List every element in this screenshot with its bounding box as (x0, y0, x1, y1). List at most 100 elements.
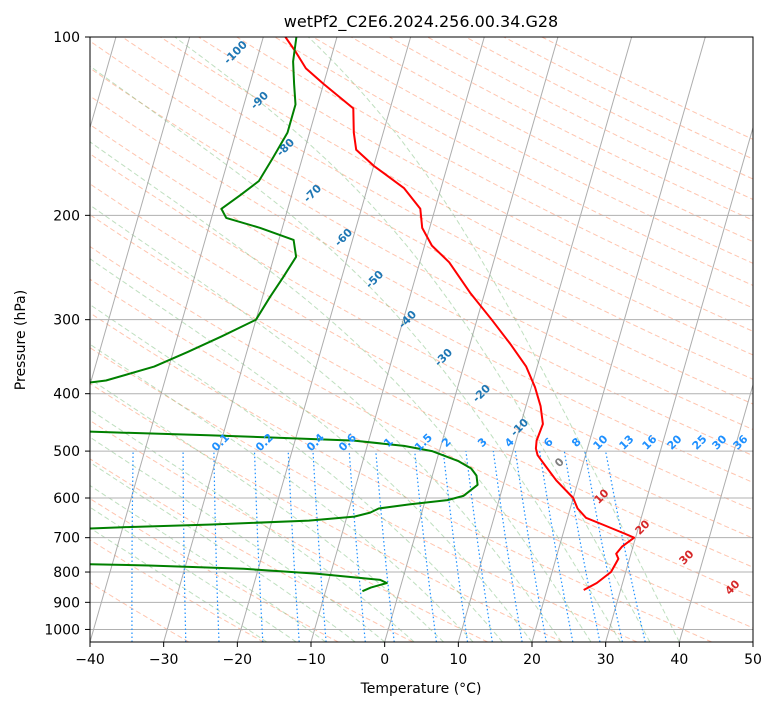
mixing-ratio-line (514, 451, 547, 642)
mixing-ratio-line (182, 451, 187, 642)
isotherm-line (752, 640, 753, 642)
y-axis-label: Pressure (hPa) (13, 290, 29, 390)
x-tick-label: 10 (449, 652, 467, 668)
dry-adiabat-label: -50 (363, 268, 386, 291)
isotherm-line (310, 37, 485, 642)
isotherm-line (163, 37, 338, 642)
moist-adiabat-line (90, 461, 356, 642)
isotherm-line (90, 37, 191, 387)
dry-adiabat-line (90, 40, 753, 405)
isotherm-line (605, 125, 753, 642)
x-axis-ticks: −40 −30 −20 −10 0 10 20 30 40 50 (75, 642, 762, 668)
mixing-ratio-line (492, 451, 523, 642)
dry-adiabat-line (465, 37, 753, 180)
mixing-ratio-line (584, 450, 623, 642)
dry-adiabat-line (90, 278, 753, 629)
x-tick-label: 40 (670, 652, 688, 668)
x-tick-label: −20 (223, 652, 253, 668)
mixing-ratio-line (82, 451, 86, 642)
y-tick-label: 1000 (44, 622, 80, 638)
mixing-ratio-line (414, 451, 437, 642)
dry-adiabat-line (350, 37, 753, 243)
dry-adiabat-line (90, 67, 753, 431)
x-tick-label: −10 (296, 652, 326, 668)
isotherm-line (236, 37, 412, 642)
chart-title: wetPf2_C2E6.2024.256.00.34.G28 (284, 12, 558, 32)
dry-adiabat-line (541, 37, 753, 140)
dry-adiabat-line (90, 95, 753, 457)
mixing-ratio-line (442, 451, 469, 642)
isotherm-line (531, 37, 706, 642)
moist-adiabat-line (90, 484, 326, 642)
sounding-series (90, 37, 636, 593)
dry-adiabat-label: -90 (248, 89, 271, 112)
dry-adiabat-line (90, 382, 563, 642)
mixing-ratio-line (213, 451, 220, 642)
mixing-ratio-label: 3 (475, 435, 490, 450)
mixing-ratio-label: 36 (731, 432, 751, 452)
moist-adiabat-line (90, 204, 562, 642)
mixing-ratio-label: 8 (569, 435, 584, 450)
dry-adiabat-label: -10 (508, 416, 531, 439)
dry-adiabat-label: -70 (301, 182, 324, 205)
moist-adiabat-line (308, 37, 680, 642)
dry-adiabat-line (90, 582, 190, 642)
dry-adiabat-line (427, 37, 753, 200)
y-tick-label: 600 (53, 491, 80, 507)
isotherm-line (384, 37, 559, 642)
x-tick-label: −30 (149, 652, 179, 668)
dry-adiabat-label: -80 (274, 136, 297, 159)
dry-adiabat-line (90, 347, 638, 642)
mixing-ratio-line (465, 451, 493, 642)
isotherm-line (90, 37, 264, 642)
moist-adiabat-line (90, 436, 386, 642)
mixing-ratio-label: 2 (439, 435, 454, 450)
isotherm-line (457, 37, 633, 642)
mixing-ratio-label: 25 (690, 433, 710, 453)
mixing-ratio-line (312, 451, 327, 642)
moist-adiabat-label: 20 (633, 517, 653, 537)
moist-adiabat-line (90, 65, 621, 642)
dry-adiabat-line (90, 458, 414, 642)
temperature-profile-line (284, 37, 636, 591)
dry-adiabat-line (90, 312, 712, 642)
moist-adiabat-label: 40 (723, 577, 743, 597)
mixing-ratio-line (348, 451, 366, 642)
y-tick-label: 500 (53, 444, 80, 460)
dry-adiabat-line (90, 183, 753, 539)
x-tick-label: 20 (523, 652, 541, 668)
y-tick-label: 700 (53, 531, 80, 547)
moist-adiabat-line (90, 258, 533, 642)
y-tick-label: 400 (53, 387, 80, 403)
dry-adiabat-line (121, 37, 753, 380)
moist-adiabat-line (90, 343, 474, 642)
mixing-ratio-line (605, 450, 646, 642)
mixing-ratio-label: 0.4 (304, 431, 327, 454)
mixing-ratio-line (563, 450, 601, 642)
dewpoint-profile-line (90, 37, 479, 593)
moist-adiabat-line (174, 37, 651, 642)
background-lines (82, 37, 753, 642)
x-tick-label: 0 (380, 652, 389, 668)
mixing-ratio-line (131, 451, 134, 642)
mixing-ratio-line (539, 451, 574, 642)
x-tick-label: 50 (744, 652, 762, 668)
mixing-ratio-label: 0.6 (336, 431, 359, 454)
y-axis-ticks: 100 200 300 400 500 600 700 800 900 1000 (44, 30, 90, 638)
isotherm-line (678, 383, 753, 642)
dry-adiabat-label: -20 (470, 382, 493, 405)
dry-adiabat-label: -30 (432, 346, 455, 369)
mixing-ratio-label: 30 (710, 432, 730, 452)
mixing-ratio-label: 20 (665, 432, 685, 452)
y-tick-label: 300 (53, 313, 80, 329)
moist-adiabat-line (90, 506, 297, 642)
moist-adiabat-line (90, 409, 415, 642)
dry-adiabat-line (90, 419, 488, 642)
x-tick-label: −40 (75, 652, 105, 668)
mixing-ratio-label: 16 (640, 432, 660, 452)
moist-adiabat-line (90, 527, 268, 642)
y-tick-label: 200 (53, 208, 80, 224)
dry-adiabat-label: -40 (396, 308, 419, 331)
moist-adiabat-label: 30 (677, 547, 697, 567)
